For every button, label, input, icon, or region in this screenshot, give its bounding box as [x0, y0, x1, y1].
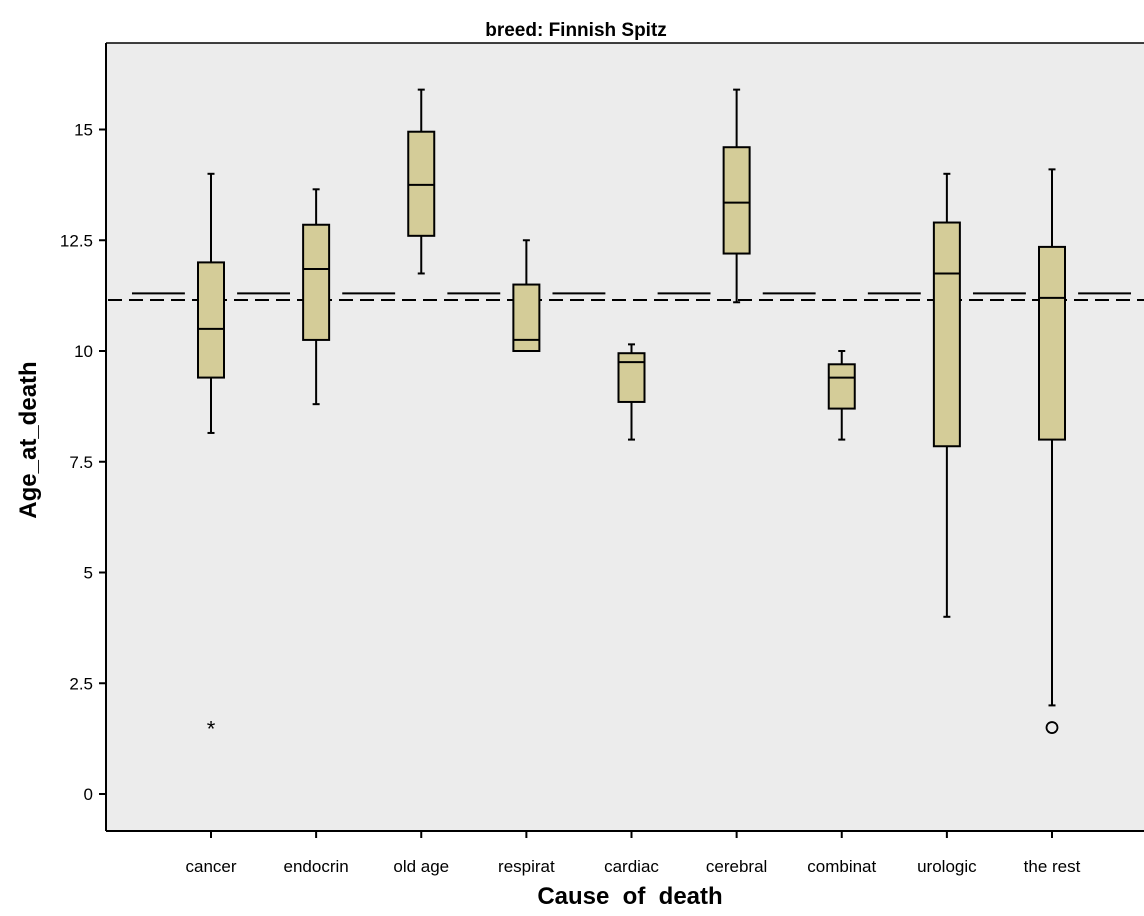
chart-title: breed: Finnish Spitz — [485, 20, 667, 41]
y-tick-label: 7.5 — [69, 453, 93, 472]
x-tick-label: respirat — [498, 857, 555, 876]
x-tick-label: cardiac — [604, 857, 659, 876]
box-iqr — [197, 261, 225, 379]
y-tick-label: 0 — [84, 785, 93, 804]
box-iqr — [827, 363, 856, 410]
y-tick-label: 2.5 — [69, 674, 93, 693]
box-iqr — [302, 223, 331, 341]
x-axis-title: Cause of death — [537, 883, 722, 910]
box-group-cerebral — [722, 88, 751, 304]
box-iqr — [617, 352, 646, 403]
y-tick-label: 15 — [74, 121, 93, 140]
x-tick-label: urologic — [917, 857, 977, 876]
y-tick-label: 10 — [74, 342, 93, 361]
box-group-respirat — [512, 239, 541, 352]
x-axis-ticks: cancer endocrin old age respirat cardiac cere… — [185, 831, 1081, 876]
y-axis-title: Age_at_death — [15, 361, 42, 518]
box-iqr — [722, 146, 751, 255]
x-tick-label: cerebral — [706, 857, 767, 876]
outlier-point — [1045, 721, 1059, 734]
boxes-layer: * — [197, 88, 1066, 742]
box-group-urologic — [932, 172, 961, 618]
box-group-cardiac — [617, 343, 646, 441]
box-iqr — [1038, 245, 1066, 441]
box-group-combinat — [827, 350, 856, 441]
x-tick-label: the rest — [1024, 857, 1081, 876]
x-tick-label: cancer — [185, 857, 236, 876]
box-iqr — [407, 130, 436, 237]
box-iqr — [512, 283, 541, 352]
y-tick-label: 5 — [84, 564, 93, 583]
box-group-the-rest — [1038, 168, 1066, 734]
extreme-point: * — [207, 717, 216, 742]
y-axis-ticks: 0 2.5 5 7.5 10 12.5 15 — [60, 121, 106, 804]
x-tick-label: combinat — [807, 857, 876, 876]
y-tick-label: 12.5 — [60, 231, 93, 250]
box-group-old-age — [407, 88, 436, 275]
plot-background — [106, 43, 1144, 831]
overall-reference-layer — [108, 292, 1144, 302]
box-group-endocrin — [302, 188, 331, 406]
box-group-cancer: * — [197, 172, 225, 742]
x-tick-label: endocrin — [284, 857, 349, 876]
box-iqr — [932, 221, 961, 448]
x-tick-label: old age — [393, 857, 449, 876]
